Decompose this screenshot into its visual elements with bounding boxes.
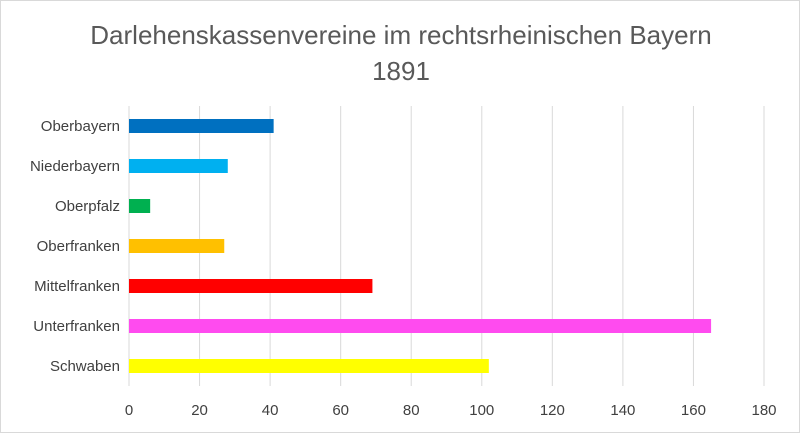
bar-schwaben bbox=[129, 359, 489, 373]
x-tick-label: 160 bbox=[681, 402, 706, 419]
x-tick-label: 120 bbox=[540, 402, 565, 419]
x-tick-label: 100 bbox=[469, 402, 494, 419]
chart-subtitle: 1891 bbox=[372, 56, 430, 86]
x-tick-label: 0 bbox=[125, 402, 133, 419]
x-tick-label: 20 bbox=[191, 402, 208, 419]
x-tick-label: 180 bbox=[751, 402, 776, 419]
category-labels: Oberbayern Niederbayern Oberpfalz Oberfrank… bbox=[30, 118, 120, 375]
bar-oberfranken bbox=[129, 239, 225, 253]
bar-niederbayern bbox=[129, 159, 228, 173]
bars bbox=[129, 119, 712, 373]
x-tick-label: 140 bbox=[610, 402, 635, 419]
bar-mittelfranken bbox=[129, 279, 373, 293]
chart-title: Darlehenskassenvereine im rechtsrheinisc… bbox=[90, 20, 712, 50]
gridlines bbox=[128, 106, 765, 386]
bar-oberpfalz bbox=[129, 199, 151, 213]
bar-oberbayern bbox=[129, 119, 274, 133]
x-tick-label: 80 bbox=[403, 402, 420, 419]
category-label: Oberfranken bbox=[37, 238, 120, 255]
category-label: Oberbayern bbox=[41, 118, 120, 135]
x-tick-label: 40 bbox=[262, 402, 279, 419]
x-tick-labels: 0 20 40 60 80 100 120 140 160 180 bbox=[125, 402, 777, 419]
category-label: Mittelfranken bbox=[34, 278, 120, 295]
x-tick-label: 60 bbox=[332, 402, 349, 419]
bar-unterfranken bbox=[129, 319, 712, 333]
category-label: Oberpfalz bbox=[55, 198, 120, 215]
category-label: Unterfranken bbox=[33, 318, 120, 335]
category-label: Niederbayern bbox=[30, 158, 120, 175]
category-label: Schwaben bbox=[50, 358, 120, 375]
